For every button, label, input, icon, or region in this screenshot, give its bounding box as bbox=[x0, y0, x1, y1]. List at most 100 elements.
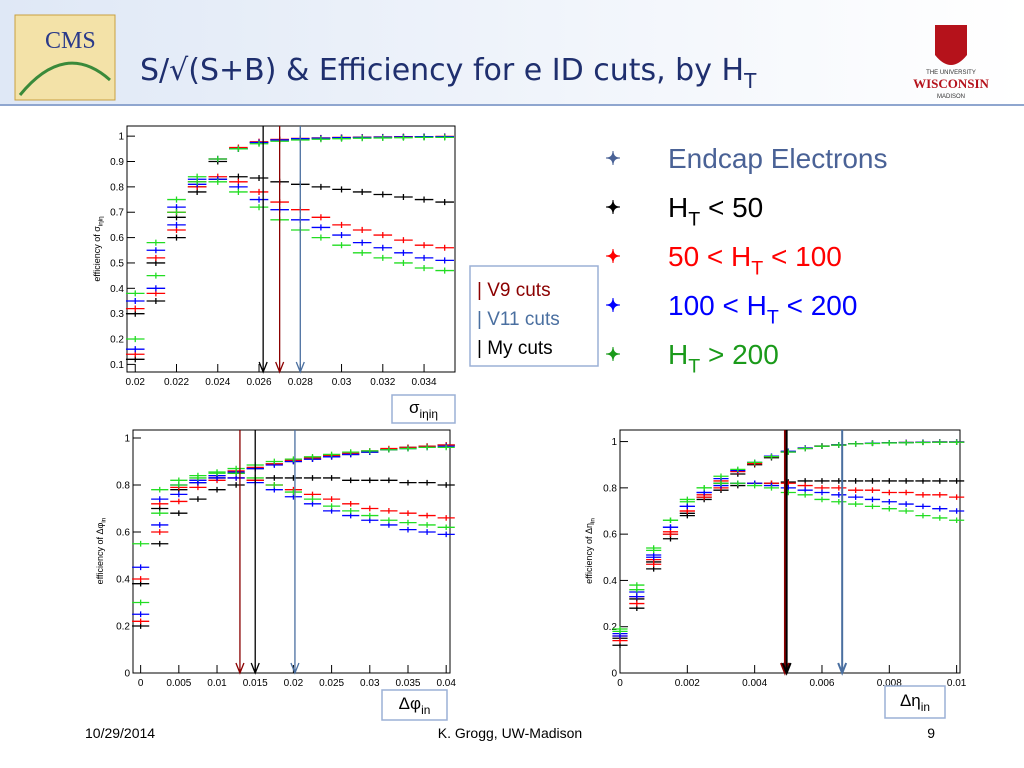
x-tick-label: 0.028 bbox=[288, 377, 313, 388]
legend-item-pre: 100 < H bbox=[668, 290, 767, 321]
legend-item: HT > 200 bbox=[668, 339, 779, 377]
point bbox=[629, 605, 645, 611]
point bbox=[915, 492, 931, 498]
x-tick-label: 0.03 bbox=[360, 678, 380, 689]
y-tick-label: 0.2 bbox=[110, 335, 124, 346]
cut-label: | V9 cuts bbox=[477, 280, 551, 301]
point bbox=[915, 478, 931, 484]
point bbox=[146, 285, 166, 292]
point bbox=[864, 503, 881, 510]
point bbox=[394, 249, 413, 256]
footer-date: 10/29/2014 bbox=[85, 725, 155, 741]
point bbox=[814, 496, 830, 503]
point bbox=[399, 445, 417, 452]
legend-star bbox=[605, 150, 621, 166]
legend-item-post: < 50 bbox=[700, 192, 763, 223]
point bbox=[146, 239, 166, 246]
point bbox=[229, 188, 248, 195]
point bbox=[414, 134, 434, 141]
point bbox=[898, 508, 914, 514]
point bbox=[373, 191, 393, 198]
x-tick-label: 0.002 bbox=[675, 678, 700, 689]
point bbox=[167, 209, 186, 216]
point bbox=[612, 637, 628, 644]
point bbox=[932, 515, 948, 521]
legend-item-pre: Endcap Electrons bbox=[668, 143, 887, 174]
x-tick-label: 0.022 bbox=[164, 377, 189, 388]
point bbox=[189, 475, 207, 481]
point bbox=[713, 480, 729, 487]
point bbox=[132, 618, 150, 625]
point bbox=[831, 492, 847, 498]
point bbox=[831, 478, 847, 484]
x-tick-label: 0.025 bbox=[319, 678, 344, 689]
point bbox=[361, 517, 379, 524]
x-tick-label: 0.005 bbox=[166, 678, 191, 689]
point bbox=[132, 576, 150, 582]
var-label-pre: Δφ bbox=[399, 694, 421, 713]
var-label-sub: iηiη bbox=[419, 407, 438, 421]
y-tick-label: 0.2 bbox=[603, 622, 617, 633]
x-tick-label: 0.015 bbox=[243, 678, 268, 689]
point bbox=[662, 524, 679, 530]
cut-arrow bbox=[235, 430, 245, 675]
point bbox=[125, 290, 145, 297]
point bbox=[747, 482, 763, 489]
point bbox=[170, 482, 188, 488]
point bbox=[342, 477, 360, 484]
point bbox=[323, 503, 341, 509]
legend-item: 100 < HT < 200 bbox=[668, 290, 857, 328]
point bbox=[780, 449, 796, 455]
point bbox=[881, 489, 897, 496]
point bbox=[125, 305, 145, 312]
footer-author: K. Grogg, UW-Madison bbox=[438, 725, 582, 741]
cut-arrow bbox=[258, 126, 268, 374]
x-tick-label: 0.01 bbox=[207, 678, 227, 689]
x-tick-label: 0.034 bbox=[412, 377, 437, 388]
y-tick-label: 0 bbox=[611, 669, 617, 680]
legend-item: 50 < HT < 100 bbox=[668, 241, 842, 279]
point bbox=[361, 505, 379, 512]
point bbox=[437, 515, 455, 521]
point bbox=[629, 600, 645, 607]
cut-arrow bbox=[837, 430, 848, 676]
plot-frame bbox=[132, 429, 451, 674]
point bbox=[437, 482, 455, 488]
point bbox=[399, 519, 417, 526]
y-tick-label: 0.6 bbox=[110, 233, 124, 244]
point bbox=[342, 449, 360, 455]
point bbox=[352, 239, 372, 246]
point bbox=[265, 458, 283, 465]
point bbox=[208, 155, 228, 163]
point bbox=[125, 346, 145, 353]
point bbox=[167, 196, 186, 203]
point bbox=[414, 264, 434, 272]
point bbox=[380, 477, 398, 484]
point bbox=[932, 478, 948, 484]
point bbox=[151, 486, 169, 493]
point bbox=[311, 224, 331, 231]
point bbox=[435, 134, 454, 141]
point bbox=[949, 494, 965, 500]
cut-arrow bbox=[295, 126, 305, 374]
var-label-sub: in bbox=[921, 700, 930, 714]
point bbox=[612, 628, 628, 635]
legend-star bbox=[605, 297, 621, 313]
point bbox=[864, 487, 881, 493]
point bbox=[311, 214, 331, 221]
point bbox=[831, 442, 847, 448]
point bbox=[399, 479, 417, 486]
point bbox=[249, 196, 269, 203]
point bbox=[435, 244, 454, 251]
point bbox=[814, 478, 830, 484]
var-box bbox=[884, 685, 946, 719]
y-axis-label-pre: efficiency of σ bbox=[92, 226, 102, 282]
var-box bbox=[391, 394, 456, 424]
point bbox=[125, 335, 145, 343]
point bbox=[132, 564, 150, 571]
var-label-sub: in bbox=[421, 703, 430, 717]
point bbox=[132, 599, 150, 606]
point bbox=[284, 475, 303, 481]
point bbox=[284, 456, 303, 462]
point bbox=[780, 485, 796, 491]
